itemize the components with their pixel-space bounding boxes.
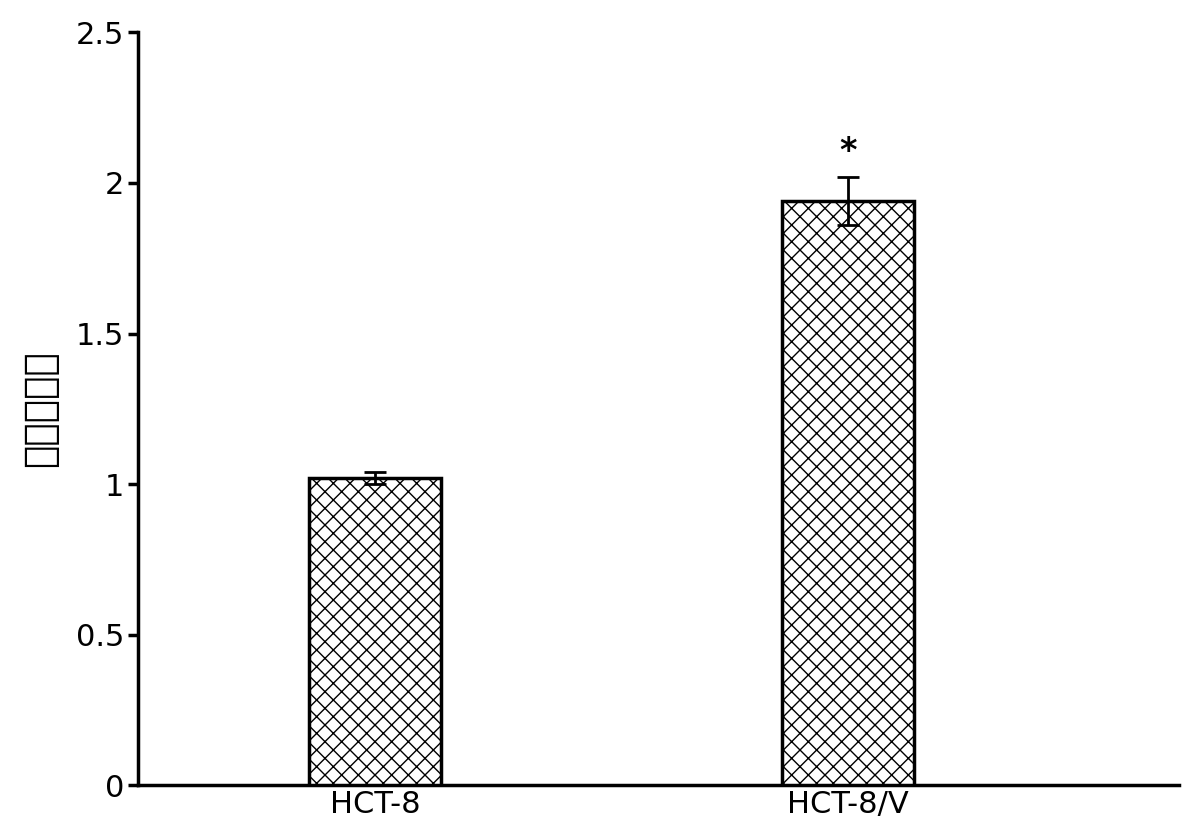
Y-axis label: 相对表达量: 相对表达量 [20, 350, 59, 467]
Bar [782, 201, 914, 785]
Bar [308, 478, 442, 785]
Text: *: * [839, 135, 857, 168]
